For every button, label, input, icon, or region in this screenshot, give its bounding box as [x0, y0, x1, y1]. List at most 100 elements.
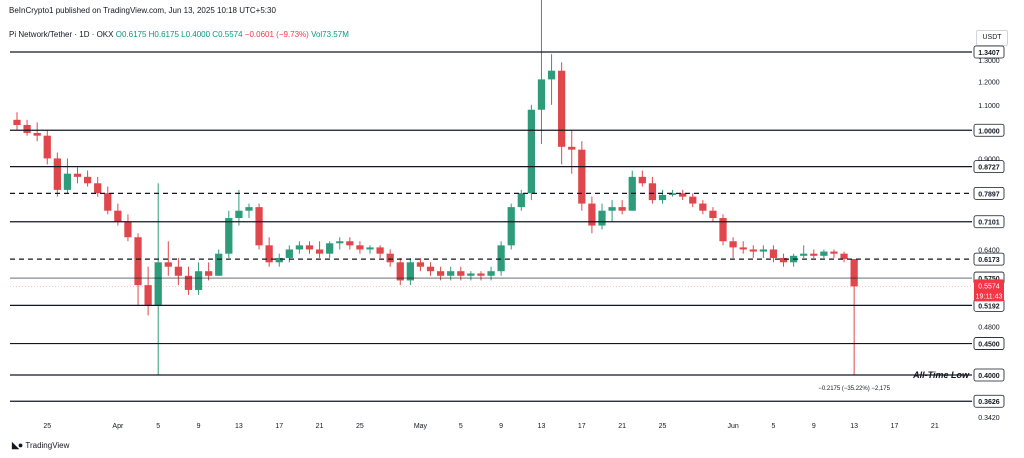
annotations: All-Time Low −0.2175 (−35.22%) −2,175 — [818, 370, 970, 392]
candle-body — [517, 193, 525, 208]
price-tick-label: 1.2000 — [978, 80, 1000, 87]
candle-body — [336, 241, 344, 244]
candle-body — [386, 253, 394, 263]
level-price-box — [973, 337, 1005, 350]
candle — [789, 253, 798, 267]
candle-body — [558, 70, 566, 147]
candle-body — [588, 203, 596, 226]
candle — [205, 262, 213, 281]
candle-body — [436, 271, 445, 276]
candle — [194, 262, 203, 295]
time-tick-label: 9 — [197, 423, 201, 430]
candle — [618, 200, 626, 215]
candle — [33, 122, 41, 142]
candle — [477, 271, 485, 281]
candle — [719, 214, 727, 246]
time-axis[interactable]: 25 Apr 5 9 13 17 21 25 May 5 9 13 17 21 25 Jun 5 9 13 17 21 — [43, 423, 938, 430]
candle — [507, 203, 515, 250]
candle — [679, 189, 687, 201]
candle-body — [658, 194, 667, 201]
candle — [588, 196, 596, 234]
candle-body — [638, 176, 646, 184]
candle — [820, 249, 828, 258]
price-tick-label: 0.9000 — [978, 156, 1000, 163]
candle-body — [205, 271, 213, 276]
ohlc-low: L0.4000 — [181, 30, 211, 39]
candle — [43, 130, 51, 165]
candle-body — [568, 146, 576, 150]
candle — [558, 62, 566, 165]
candle-body — [134, 237, 142, 286]
candle-body — [749, 249, 757, 252]
time-tick-label: 21 — [931, 423, 939, 430]
candle-body — [537, 79, 546, 110]
candle-body — [729, 241, 737, 248]
candle-body — [709, 210, 717, 219]
candle — [537, 0, 546, 144]
candle-body — [416, 262, 425, 267]
candle — [104, 186, 112, 215]
candle — [739, 241, 747, 254]
candle — [850, 259, 858, 375]
candle — [305, 241, 314, 254]
level-price-box — [973, 215, 1005, 229]
candle-body — [114, 210, 122, 222]
candle — [800, 245, 808, 258]
time-tick-label: 25 — [659, 423, 667, 430]
candle — [830, 249, 838, 258]
time-tick-label: 13 — [538, 423, 546, 430]
candle-body — [608, 207, 616, 211]
candle-body — [840, 253, 848, 260]
candle — [336, 237, 344, 250]
candle — [840, 251, 848, 263]
candle-body — [275, 257, 283, 263]
currency-button[interactable]: USDT — [976, 30, 1008, 46]
candle — [235, 189, 243, 226]
level-price-label: 0.8727 — [978, 165, 1000, 172]
time-tick-label: Apr — [112, 423, 124, 430]
candle — [255, 203, 263, 250]
candle — [598, 203, 606, 230]
time-tick-label: 9 — [812, 423, 816, 430]
levels-layer — [10, 51, 972, 402]
level-price-box — [973, 123, 1005, 137]
candle — [215, 249, 223, 276]
ohlc-high: H0.6175 — [148, 30, 179, 39]
price-axis[interactable]: 1.3000 1.2000 1.1000 0.9000 0.6400 0.4800 0.34… — [973, 45, 1005, 422]
symbol-info: Pi Network/Tether · 1D · OKX O0.6175 H0.… — [9, 30, 349, 39]
time-tick-label: 9 — [499, 423, 503, 430]
time-tick-label: 13 — [235, 423, 243, 430]
candle-body — [235, 210, 243, 219]
level-price-label: 0.4000 — [978, 373, 1000, 380]
candle — [63, 158, 72, 194]
candle — [315, 241, 324, 258]
candle — [396, 257, 404, 286]
candle-body — [739, 247, 747, 250]
candle-body — [295, 245, 304, 250]
candle-body — [487, 271, 495, 276]
candle — [94, 176, 102, 197]
candle — [124, 214, 132, 242]
candle — [245, 203, 253, 219]
tradingview-brand[interactable]: ◣● TradingView — [12, 440, 69, 451]
candle-body — [679, 193, 687, 197]
time-tick-label: 21 — [618, 423, 626, 430]
time-tick-label: 17 — [578, 423, 586, 430]
level-price-box — [973, 45, 1005, 59]
candle — [174, 257, 183, 286]
candle — [356, 241, 364, 254]
time-tick-label: 25 — [43, 423, 51, 430]
candle-body — [497, 245, 505, 272]
candle-body — [447, 271, 455, 276]
candle-body — [285, 249, 293, 258]
time-tick-label: May — [414, 423, 428, 430]
level-price-box — [973, 394, 1005, 408]
candle-body — [13, 119, 21, 125]
candle — [467, 271, 475, 281]
candle — [265, 237, 273, 267]
price-tick-label: 0.4800 — [978, 324, 1000, 331]
time-tick-label: 21 — [316, 423, 324, 430]
level-price-box — [973, 186, 1005, 200]
candle-body — [648, 183, 657, 201]
